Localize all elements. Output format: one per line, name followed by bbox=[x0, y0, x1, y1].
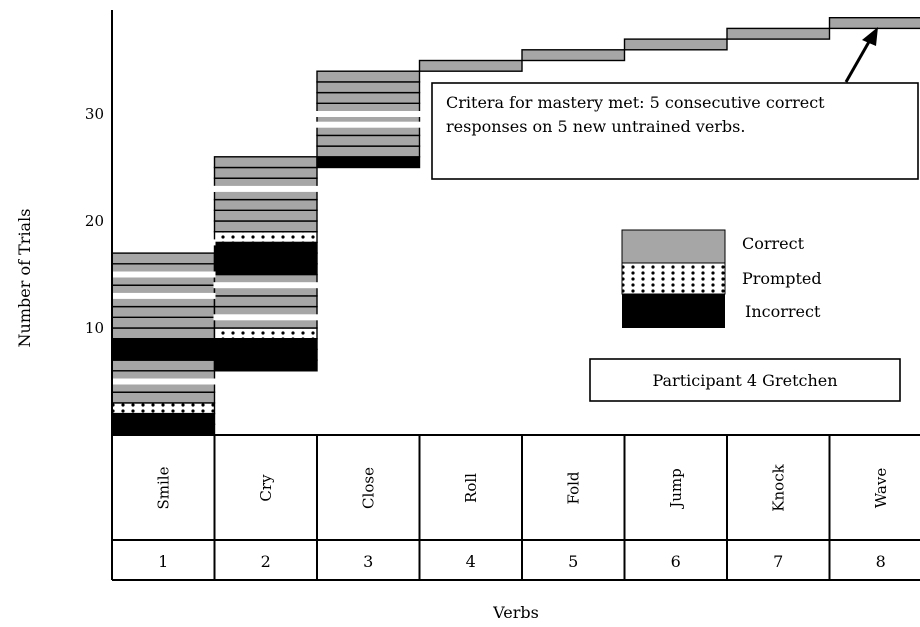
participant-box: Participant 4 Gretchen bbox=[589, 358, 901, 402]
trial-segment-cry-26 bbox=[213, 156, 318, 169]
trial-segment-cry-9 bbox=[213, 338, 318, 351]
trial-segment-smile-7 bbox=[111, 359, 216, 372]
trial-segment-fold-36 bbox=[521, 49, 626, 62]
trial-gap-6 bbox=[213, 314, 318, 321]
trial-segment-cry-18 bbox=[213, 241, 318, 254]
annotation-arrow-line bbox=[844, 39, 872, 83]
trial-segment-close-26 bbox=[316, 156, 421, 169]
trial-gap-5 bbox=[111, 185, 216, 192]
verb-number-5: 5 bbox=[568, 552, 578, 571]
trial-segment-cry-20 bbox=[213, 220, 318, 233]
legend-swatch-incorrect bbox=[622, 294, 725, 328]
trial-segment-smile-9 bbox=[111, 338, 216, 351]
trial-segment-smile-11 bbox=[111, 316, 216, 329]
trial-segment-cry-17 bbox=[213, 252, 318, 265]
trial-gap-9 bbox=[316, 121, 421, 128]
trial-segment-close-32 bbox=[316, 91, 421, 104]
y-tick-label-30: 30 bbox=[85, 105, 104, 123]
verb-label-wave: Wave bbox=[872, 468, 890, 509]
trial-segment-cry-7 bbox=[213, 359, 318, 372]
verb-label-cry: Cry bbox=[257, 474, 275, 502]
legend: Correct Prompted Incorrect bbox=[621, 229, 822, 328]
legend-swatch-prompted bbox=[621, 262, 726, 295]
trial-gap-8 bbox=[213, 185, 318, 192]
trial-segment-smile-4 bbox=[111, 391, 216, 404]
trial-segment-cry-10 bbox=[213, 327, 318, 340]
trial-segment-close-33 bbox=[316, 81, 421, 94]
bar-group bbox=[111, 17, 920, 436]
x-axis-title: Verbs bbox=[492, 603, 539, 622]
trial-segment-roll-35 bbox=[418, 59, 523, 72]
verb-label-smile: Smile bbox=[154, 466, 172, 509]
y-tick-label-10: 10 bbox=[85, 319, 104, 337]
annotation-line-2: responses on 5 new untrained verbs. bbox=[446, 117, 745, 136]
mastery-annotation: Critera for mastery met: 5 consecutive c… bbox=[431, 27, 919, 180]
trial-segment-smile-10 bbox=[111, 327, 216, 340]
verb-number-1: 1 bbox=[158, 552, 168, 571]
axes bbox=[111, 10, 920, 580]
trial-gap-2 bbox=[111, 292, 216, 299]
trial-segment-smile-17 bbox=[111, 252, 216, 265]
annotation-text: Critera for mastery met: 5 consecutive c… bbox=[446, 93, 825, 136]
trial-gap-10 bbox=[316, 111, 421, 117]
trial-segment-cry-19 bbox=[213, 230, 318, 244]
y-tick-label-20: 20 bbox=[85, 212, 104, 230]
trial-gap-3 bbox=[111, 271, 216, 278]
legend-label-prompted: Prompted bbox=[742, 269, 822, 288]
verb-label-close: Close bbox=[359, 467, 377, 509]
annotation-arrowhead bbox=[862, 27, 878, 46]
verb-label-jump: Jump bbox=[667, 468, 685, 510]
y-axis-title: Number of Trials bbox=[15, 209, 34, 348]
trial-segment-close-34 bbox=[316, 70, 421, 83]
participant-label: Participant 4 Gretchen bbox=[652, 371, 837, 390]
trial-segment-smile-12 bbox=[111, 305, 216, 319]
verb-table: Smile 1 Cry 2 Close 3 Roll 4 Fold 5 Jump 6 Knock 7 Wav… bbox=[112, 435, 920, 581]
verb-label-roll: Roll bbox=[462, 473, 480, 503]
trial-segment-close-27 bbox=[316, 145, 421, 158]
legend-label-correct: Correct bbox=[742, 234, 805, 253]
trial-segment-cry-13 bbox=[213, 295, 318, 308]
trial-segment-smile-8 bbox=[111, 348, 216, 361]
trial-segment-knock-38 bbox=[726, 27, 831, 40]
verb-number-7: 7 bbox=[773, 552, 783, 571]
trial-segment-cry-21 bbox=[213, 209, 318, 222]
trial-segment-wave-39 bbox=[828, 17, 920, 30]
trial-segment-cry-16 bbox=[213, 263, 318, 276]
verb-label-fold: Fold bbox=[564, 471, 582, 504]
trial-segment-smile-1 bbox=[111, 423, 216, 436]
trial-gap-4 bbox=[111, 239, 216, 246]
verb-number-6: 6 bbox=[671, 552, 681, 571]
legend-swatch-correct bbox=[621, 229, 726, 264]
trial-segment-close-28 bbox=[316, 134, 421, 147]
trial-gap-1 bbox=[111, 378, 216, 385]
trial-segment-smile-2 bbox=[111, 412, 216, 426]
annotation-box bbox=[431, 82, 919, 180]
verb-number-2: 2 bbox=[261, 552, 271, 571]
trial-gap-7 bbox=[213, 282, 318, 289]
verb-number-4: 4 bbox=[466, 552, 476, 571]
participant-box-frame bbox=[589, 358, 901, 402]
trial-segment-jump-37 bbox=[623, 38, 728, 51]
y-ticks: 10 20 30 bbox=[85, 105, 104, 337]
annotation-line-1: Critera for mastery met: 5 consecutive c… bbox=[446, 93, 825, 112]
verb-number-8: 8 bbox=[876, 552, 886, 571]
verb-label-knock: Knock bbox=[769, 463, 787, 511]
trial-segment-cry-8 bbox=[213, 348, 318, 361]
verb-number-3: 3 bbox=[363, 552, 373, 571]
trial-segment-cry-22 bbox=[213, 198, 318, 212]
trial-segment-cry-25 bbox=[213, 166, 318, 179]
trial-segment-smile-3 bbox=[111, 402, 216, 415]
legend-label-incorrect: Incorrect bbox=[745, 302, 821, 321]
